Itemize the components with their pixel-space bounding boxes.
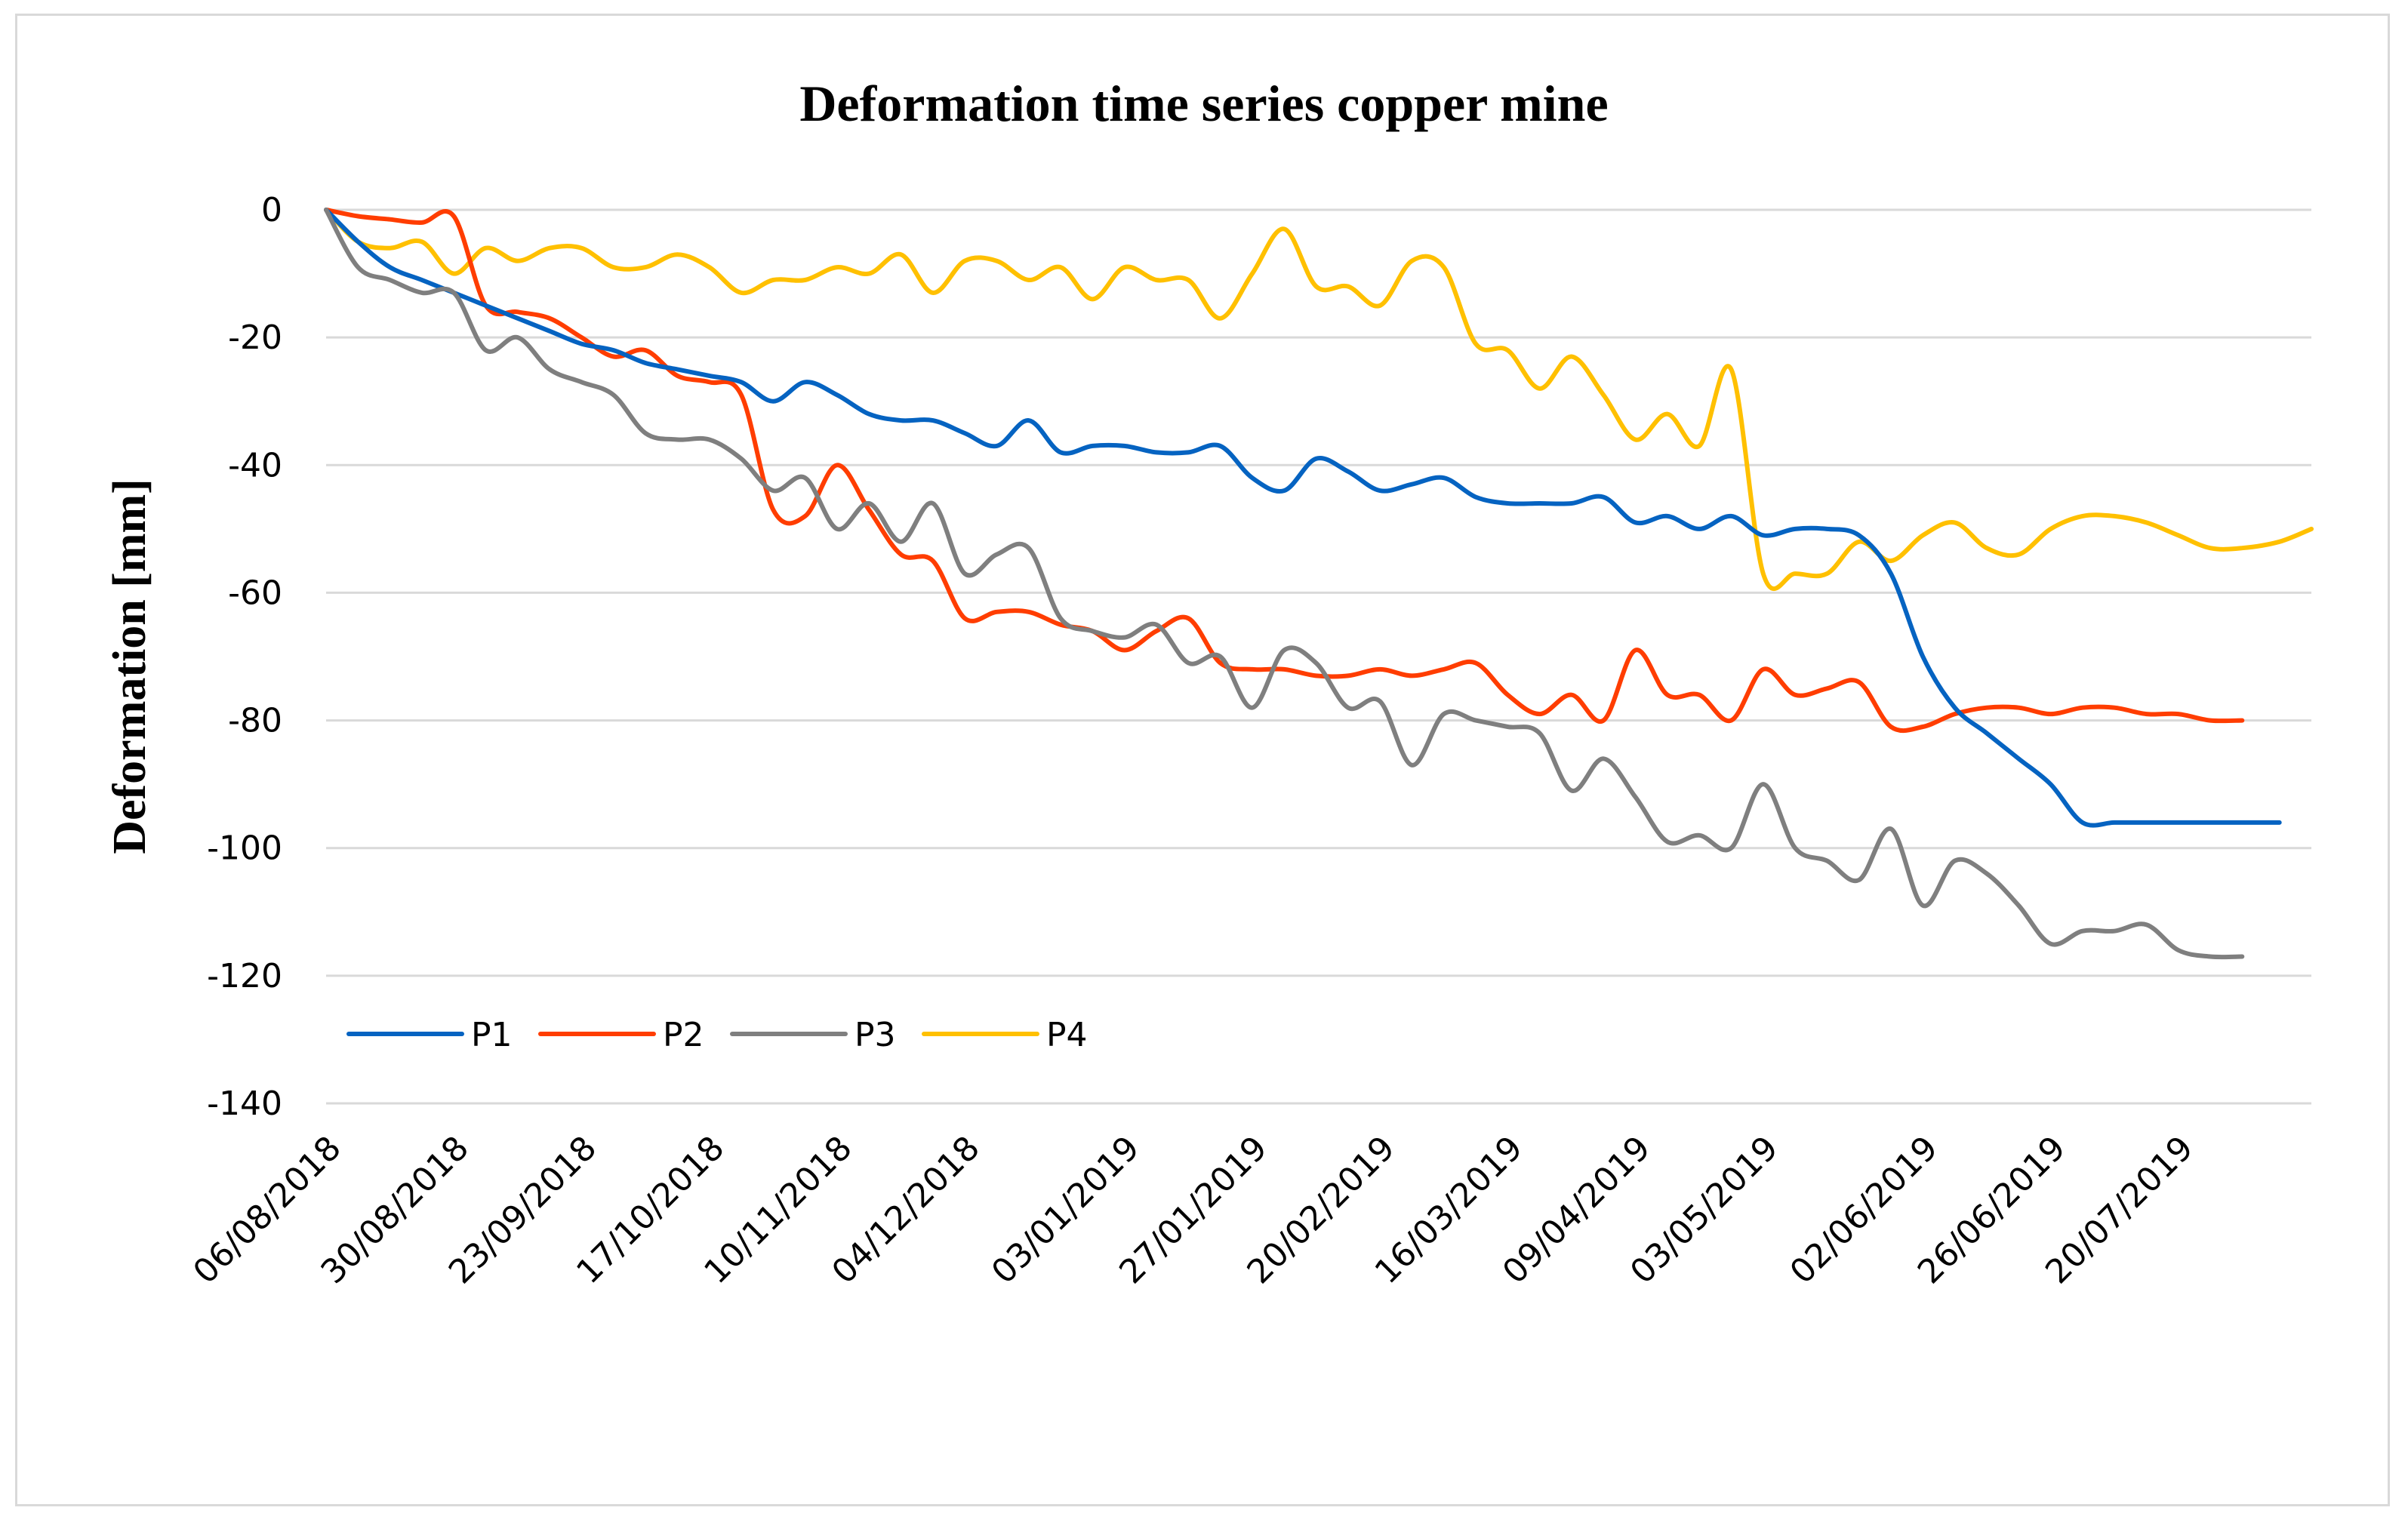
legend-item-p4: P4: [922, 1016, 1088, 1054]
legend-label: P3: [855, 1016, 896, 1054]
legend-item-p2: P2: [538, 1016, 704, 1054]
x-tick-labels: 06/08/201830/08/201823/09/201817/10/2018…: [186, 1129, 2200, 1291]
y-tick-label: -20: [228, 318, 282, 357]
legend-label: P4: [1046, 1016, 1088, 1054]
y-tick-label: -140: [207, 1084, 282, 1123]
y-tick-label: -60: [228, 574, 282, 612]
legend-label: P1: [471, 1016, 513, 1054]
y-tick-label: -80: [228, 702, 282, 740]
legend-item-p1: P1: [346, 1016, 513, 1054]
chart-title: Deformation time series copper mine: [799, 75, 1608, 132]
legend-item-p3: P3: [730, 1016, 896, 1054]
y-tick-labels: 0 -20 -40 -60 -80 -100 -120 -140: [207, 191, 282, 1123]
series-lines: [324, 208, 2314, 960]
series-line-p1: [324, 208, 2282, 828]
legend: P1 P2 P3 P4: [346, 1016, 1088, 1054]
y-tick-label: -100: [207, 829, 282, 868]
y-axis-label: Deformation [mm]: [104, 478, 156, 854]
legend-label: P2: [663, 1016, 704, 1054]
gridlines: [326, 208, 2311, 1105]
y-tick-label: -40: [228, 446, 282, 485]
y-tick-label: -120: [207, 957, 282, 995]
chart-frame: [15, 14, 2390, 1506]
series-line-p4: [324, 208, 2314, 592]
y-tick-label: 0: [261, 191, 282, 229]
series-line-p3: [324, 208, 2245, 960]
